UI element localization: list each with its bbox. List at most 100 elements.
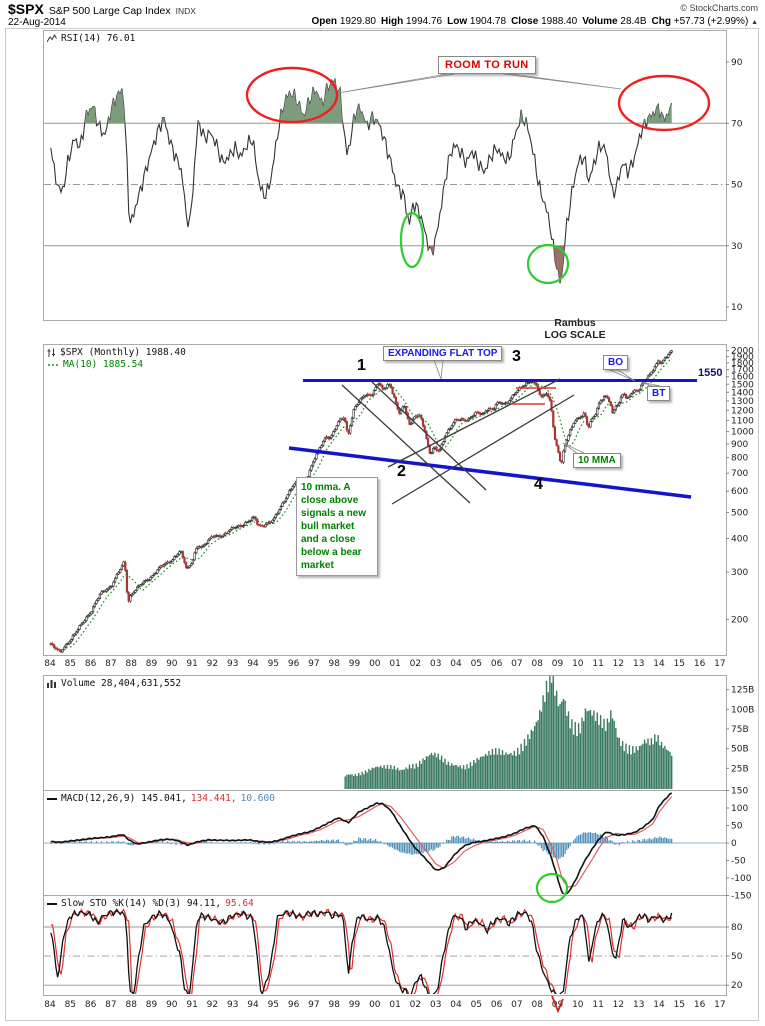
svg-text:04: 04	[450, 659, 462, 669]
svg-text:06: 06	[491, 659, 503, 669]
volume-bars-icon	[47, 680, 56, 688]
chart-date: 22-Aug-2014	[8, 17, 66, 28]
svg-text:90: 90	[731, 58, 743, 68]
macd-label: MACD(12,26,9) 145.041,	[61, 793, 187, 804]
sto-d-value: 95.64	[225, 898, 254, 909]
svg-text:15: 15	[674, 1000, 685, 1010]
quote-summary: Open 1929.80 High 1994.76 Low 1904.78 Cl…	[311, 16, 758, 27]
rsi-legend: RSI(14) 76.01	[47, 33, 135, 44]
red-ellipse	[617, 74, 711, 132]
svg-text:08: 08	[531, 1000, 543, 1010]
price-annotations	[288, 378, 697, 505]
ten-mma-note-box: 10 mma. A close above signals a new bull…	[296, 477, 378, 576]
svg-text:06: 06	[491, 1000, 503, 1010]
svg-text:50: 50	[731, 822, 743, 832]
svg-text:03: 03	[430, 659, 441, 669]
svg-text:50: 50	[731, 952, 743, 962]
svg-text:16: 16	[694, 1000, 706, 1010]
main-panel-border	[43, 344, 727, 656]
volume-legend: Volume 28,404,631,552	[47, 678, 181, 689]
volume-panel-label: Volume 28,404,631,552	[61, 678, 182, 689]
callout-pointer	[609, 369, 636, 382]
volume-label: Volume	[582, 16, 618, 27]
svg-text:95: 95	[268, 659, 279, 669]
svg-text:95: 95	[268, 1000, 279, 1010]
svg-text:25B: 25B	[731, 764, 749, 774]
svg-text:93: 93	[227, 659, 238, 669]
high-value: 1994.76	[405, 16, 443, 27]
svg-text:12: 12	[613, 659, 624, 669]
svg-text:125B: 125B	[731, 686, 754, 696]
svg-text:20: 20	[731, 981, 743, 991]
macd-hist-value: 10.600	[240, 793, 275, 804]
svg-text:09: 09	[552, 659, 564, 669]
rsi-label: RSI(14) 76.01	[61, 33, 136, 44]
svg-text:11: 11	[592, 659, 603, 669]
svg-text:99: 99	[349, 659, 361, 669]
svg-text:12: 12	[613, 1000, 624, 1010]
wave-point-1: 1	[357, 357, 366, 374]
header-title-row: $SPX S&P 500 Large Cap Index INDX	[8, 1, 196, 17]
svg-text:93: 93	[227, 1000, 238, 1010]
svg-text:96: 96	[288, 1000, 300, 1010]
svg-text:900: 900	[731, 440, 748, 450]
svg-text:1300: 1300	[731, 397, 754, 407]
svg-text:97: 97	[308, 1000, 319, 1010]
chg-label: Chg	[651, 16, 671, 27]
svg-text:98: 98	[328, 659, 340, 669]
svg-text:00: 00	[369, 1000, 381, 1010]
volume-value: 28.4B	[620, 16, 647, 27]
svg-text:800: 800	[731, 454, 748, 464]
svg-text:150: 150	[731, 787, 748, 797]
svg-text:01: 01	[389, 659, 400, 669]
svg-text:80: 80	[731, 923, 743, 933]
wave-point-3: 3	[512, 348, 521, 365]
low-label: Low	[447, 16, 468, 27]
svg-text:50B: 50B	[731, 745, 749, 755]
svg-text:90: 90	[166, 659, 178, 669]
svg-text:10: 10	[572, 659, 584, 669]
svg-text:89: 89	[146, 1000, 158, 1010]
open-value: 1929.80	[339, 16, 376, 27]
svg-text:07: 07	[511, 1000, 522, 1010]
svg-text:13: 13	[633, 1000, 644, 1010]
svg-text:05: 05	[471, 659, 482, 669]
ma-legend: MA(10) 1885.54	[47, 359, 143, 370]
rambus-log-scale-note: Rambus LOG SCALE	[515, 317, 635, 341]
svg-text:200: 200	[731, 615, 748, 625]
svg-text:300: 300	[731, 568, 748, 578]
svg-text:500: 500	[731, 508, 748, 518]
svg-text:88: 88	[125, 659, 137, 669]
svg-text:84: 84	[44, 659, 56, 669]
line-icon	[47, 902, 57, 905]
svg-text:100B: 100B	[731, 705, 754, 715]
svg-text:50: 50	[731, 181, 743, 191]
svg-text:1800: 1800	[731, 359, 754, 369]
dotted-line-icon	[48, 363, 58, 366]
svg-text:400: 400	[731, 535, 748, 545]
svg-text:02: 02	[410, 1000, 421, 1010]
svg-text:10: 10	[731, 303, 743, 313]
svg-text:84: 84	[44, 1000, 56, 1010]
macd-legend: MACD(12,26,9) 145.041, 134.441, 10.600	[47, 793, 275, 804]
expanding-flat-top-callout: EXPANDING FLAT TOP	[383, 346, 503, 361]
callout-pointer	[337, 73, 456, 94]
svg-text:87: 87	[105, 659, 116, 669]
svg-text:16: 16	[694, 659, 706, 669]
svg-text:17: 17	[714, 1000, 725, 1010]
svg-text:1700: 1700	[731, 366, 754, 376]
symbol-name: S&P 500 Large Cap Index	[48, 5, 171, 17]
svg-text:1500: 1500	[731, 380, 754, 390]
backtest-callout: BT	[647, 386, 671, 401]
ma10-line	[66, 357, 673, 649]
svg-text:11: 11	[592, 1000, 603, 1010]
svg-text:85: 85	[65, 1000, 76, 1010]
svg-text:98: 98	[328, 1000, 340, 1010]
volume-series	[344, 676, 673, 789]
candlestick-icon	[47, 348, 55, 357]
svg-text:-50: -50	[731, 857, 746, 867]
green-circle	[399, 211, 425, 269]
green-circle	[526, 243, 570, 285]
